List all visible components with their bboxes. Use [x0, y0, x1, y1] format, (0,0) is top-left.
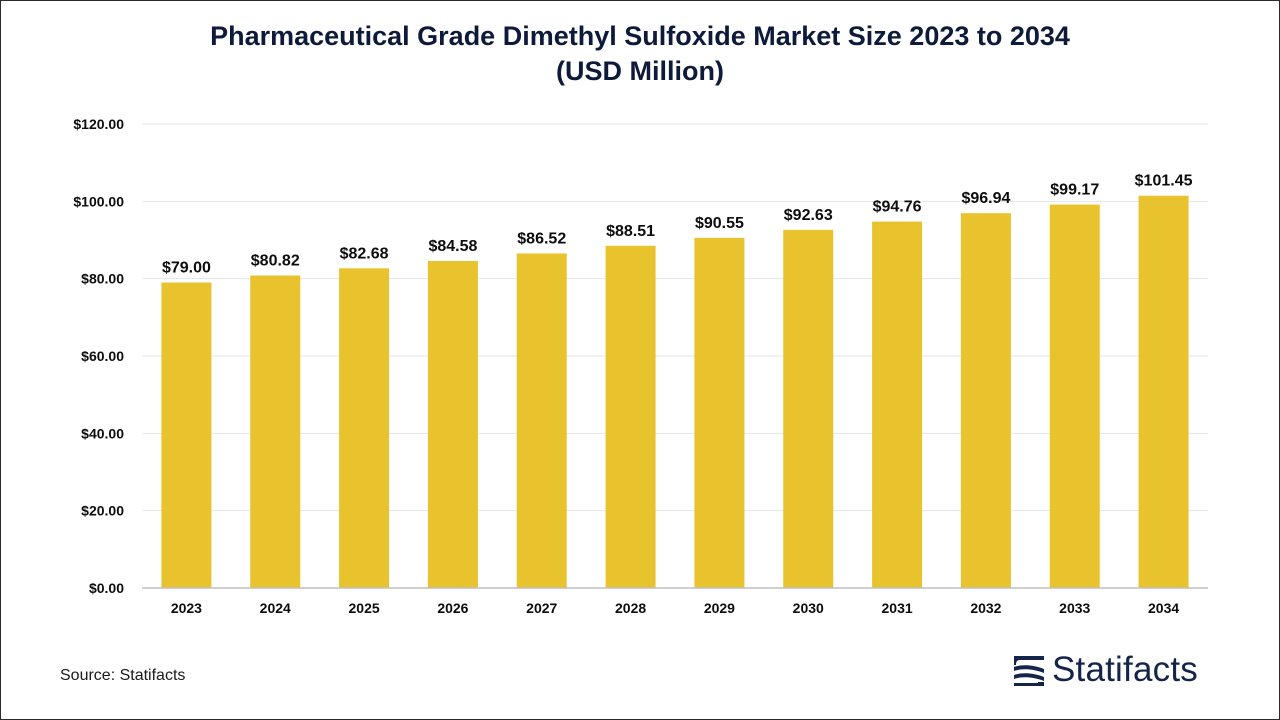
y-tick-label: $80.00: [81, 271, 124, 287]
chart-title-line-2: (USD Million): [556, 56, 724, 86]
y-tick-label: $0.00: [89, 580, 124, 596]
logo-text: Statifacts: [1052, 650, 1198, 689]
bar-2028: [605, 245, 656, 588]
bar-2034: [1138, 195, 1189, 588]
data-label-2023: $79.00: [162, 260, 211, 277]
x-tick-label-2031: 2031: [882, 600, 913, 616]
bar-2023: [161, 282, 212, 588]
data-label-2025: $82.68: [340, 245, 389, 262]
x-tick-label-2032: 2032: [970, 600, 1001, 616]
x-tick-label-2025: 2025: [349, 600, 380, 616]
chart-title-line-1: Pharmaceutical Grade Dimethyl Sulfoxide …: [210, 21, 1070, 51]
bar-2025: [339, 268, 390, 588]
data-label-2027: $86.52: [517, 230, 566, 247]
statifacts-logo-icon: [1012, 652, 1046, 688]
data-label-2031: $94.76: [873, 199, 922, 216]
x-tick-label-2034: 2034: [1148, 600, 1179, 616]
bars: [161, 195, 1189, 588]
data-label-2033: $99.17: [1050, 182, 1099, 199]
x-tick-label-2028: 2028: [615, 600, 646, 616]
bar-2027: [516, 253, 567, 588]
x-tick-label-2033: 2033: [1059, 600, 1090, 616]
y-tick-label: $100.00: [73, 193, 124, 209]
bar-2029: [694, 237, 745, 588]
x-tick-label-2026: 2026: [437, 600, 468, 616]
bar-2032: [960, 213, 1011, 588]
chart-title: Pharmaceutical Grade Dimethyl Sulfoxide …: [0, 19, 1280, 89]
x-tick-label-2023: 2023: [171, 600, 202, 616]
x-tick-label-2030: 2030: [793, 600, 824, 616]
y-tick-label: $20.00: [81, 503, 124, 519]
y-axis: $0.00 $20.00 $40.00 $60.00 $80.00 $100.00 $120…: [73, 116, 124, 596]
data-label-2034: $101.45: [1135, 173, 1193, 190]
x-tick-label-2024: 2024: [260, 600, 291, 616]
data-label-2028: $88.51: [606, 223, 655, 240]
x-tick-label-2029: 2029: [704, 600, 735, 616]
data-label-2030: $92.63: [784, 207, 833, 224]
data-label-2024: $80.82: [251, 252, 300, 269]
bar-2031: [872, 221, 923, 588]
y-tick-label: $120.00: [73, 116, 124, 132]
data-label-2026: $84.58: [428, 238, 477, 255]
bar-2033: [1049, 204, 1100, 588]
gridlines: [142, 123, 1208, 512]
y-tick-label: $40.00: [81, 425, 124, 441]
data-label-2029: $90.55: [695, 215, 744, 232]
bar-2030: [783, 229, 834, 588]
source-note: Source: Statifacts: [60, 667, 186, 684]
x-axis: 2023 2024 2025 2026 2027 2028 2029 2030 2031 2032…: [142, 587, 1208, 616]
statifacts-logo: Statifacts: [1012, 650, 1198, 690]
y-tick-label: $60.00: [81, 348, 124, 364]
data-labels: $79.00 $80.82 $82.68 $84.58 $86.52 $88.51 $90.…: [162, 173, 1193, 277]
bar-2024: [250, 275, 301, 588]
data-label-2032: $96.94: [961, 190, 1010, 207]
x-tick-label-2027: 2027: [526, 600, 557, 616]
bar-2026: [427, 260, 478, 588]
